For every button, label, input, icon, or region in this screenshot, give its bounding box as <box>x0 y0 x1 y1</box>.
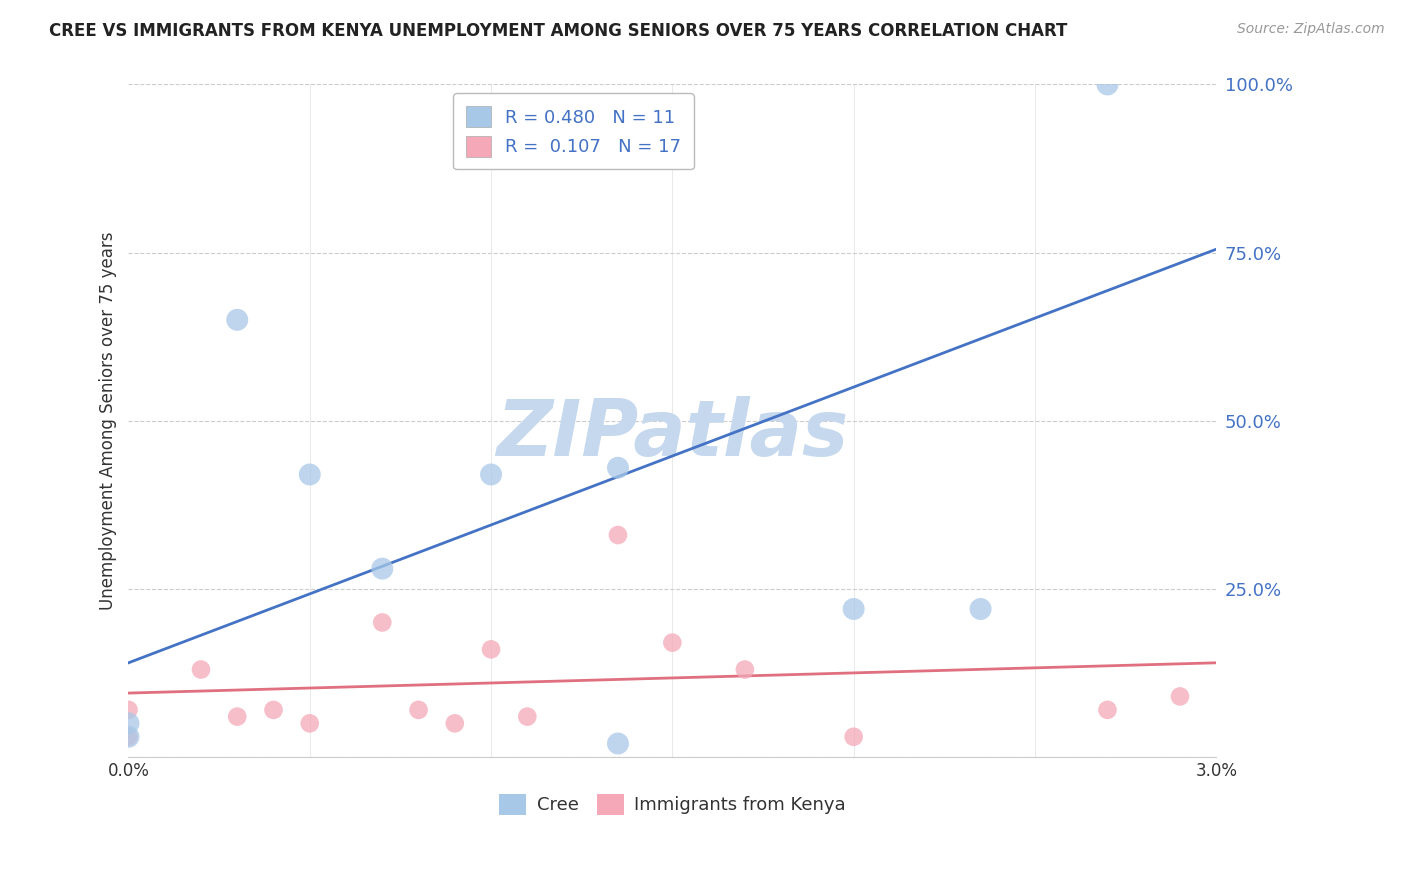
Point <box>408 703 430 717</box>
Point <box>607 737 630 751</box>
Point <box>607 528 630 542</box>
Point <box>117 716 139 731</box>
Point <box>1097 78 1119 92</box>
Point <box>298 467 321 482</box>
Point <box>1168 690 1191 704</box>
Point <box>842 730 865 744</box>
Point <box>479 642 502 657</box>
Text: ZIPatlas: ZIPatlas <box>496 396 848 472</box>
Point <box>607 460 630 475</box>
Text: CREE VS IMMIGRANTS FROM KENYA UNEMPLOYMENT AMONG SENIORS OVER 75 YEARS CORRELATI: CREE VS IMMIGRANTS FROM KENYA UNEMPLOYME… <box>49 22 1067 40</box>
Point <box>479 467 502 482</box>
Y-axis label: Unemployment Among Seniors over 75 years: Unemployment Among Seniors over 75 years <box>100 231 117 610</box>
Point <box>969 602 991 616</box>
Point <box>516 709 538 723</box>
Point <box>298 716 321 731</box>
Text: Source: ZipAtlas.com: Source: ZipAtlas.com <box>1237 22 1385 37</box>
Point <box>226 313 249 327</box>
Legend: Cree, Immigrants from Kenya: Cree, Immigrants from Kenya <box>492 787 853 822</box>
Point <box>1097 703 1119 717</box>
Point <box>371 562 394 576</box>
Point <box>226 709 249 723</box>
Point <box>842 602 865 616</box>
Point <box>117 703 139 717</box>
Point <box>661 635 683 649</box>
Point <box>117 730 139 744</box>
Point <box>190 663 212 677</box>
Point <box>734 663 756 677</box>
Point <box>263 703 285 717</box>
Point <box>443 716 465 731</box>
Point <box>117 730 139 744</box>
Point <box>371 615 394 630</box>
